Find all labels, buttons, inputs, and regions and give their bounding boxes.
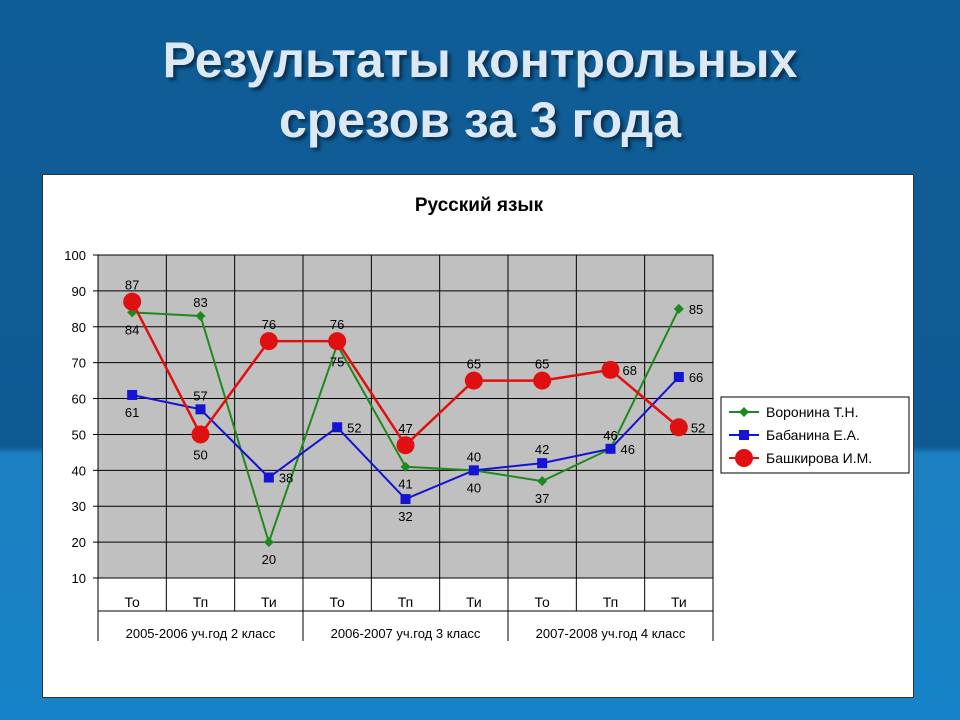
- data-point-circle: [464, 371, 483, 390]
- data-label: 42: [535, 442, 549, 457]
- y-tick-label: 70: [72, 356, 86, 371]
- x-tick-label: Ти: [671, 594, 687, 610]
- x-tick-label: То: [330, 594, 345, 610]
- data-point-square: [605, 443, 616, 454]
- x-tick-label: Тп: [603, 594, 619, 610]
- line-chart: Русский язык 10 20 30 40 50 60 70 80 90 100 То Тп Ти…: [64, 195, 910, 641]
- data-label: 84: [125, 322, 139, 337]
- data-label: 52: [691, 420, 705, 435]
- data-point-circle: [328, 332, 347, 351]
- x-tick-label: Ти: [466, 594, 482, 610]
- data-point-circle: [735, 449, 753, 467]
- data-label: 37: [535, 491, 549, 506]
- slide-title-line-1: Результаты контрольных: [162, 32, 798, 88]
- data-label: 46: [603, 428, 617, 443]
- data-label: 52: [347, 420, 361, 435]
- data-label: 40: [467, 449, 481, 464]
- data-point-circle: [601, 360, 620, 379]
- x-tick-label: Тп: [398, 594, 414, 610]
- data-point-diamond: [400, 461, 411, 472]
- group-label: 2006-2007 уч.год 3 класс: [331, 626, 481, 641]
- data-point-square: [537, 458, 548, 469]
- y-tick-label: 50: [72, 427, 86, 442]
- data-point-square: [739, 430, 749, 440]
- data-label: 50: [193, 447, 207, 462]
- data-label: 87: [125, 278, 139, 293]
- data-label: 57: [193, 388, 207, 403]
- data-point-square: [673, 372, 684, 383]
- y-tick-label: 30: [72, 499, 86, 514]
- data-point-square: [468, 465, 479, 476]
- data-point-square: [263, 472, 274, 483]
- y-tick-label: 60: [72, 392, 86, 407]
- y-tick-label: 100: [64, 248, 86, 263]
- y-tick-label: 90: [72, 284, 86, 299]
- y-tick-label: 20: [72, 535, 86, 550]
- data-point-diamond: [673, 303, 684, 314]
- slide-title: Результаты контрольных срезов за 3 года: [0, 30, 960, 150]
- data-point-diamond: [263, 537, 274, 548]
- data-point-circle: [396, 436, 415, 455]
- chart-title: Русский язык: [415, 195, 544, 216]
- x-tick-label: То: [125, 594, 140, 610]
- data-point-diamond: [537, 476, 548, 487]
- x-tick-label: Тп: [193, 594, 209, 610]
- data-point-circle: [669, 418, 688, 437]
- plot-area: [97, 254, 714, 579]
- x-tick-label: То: [535, 594, 550, 610]
- data-point-diamond: [739, 407, 749, 417]
- legend-entry: Воронина Т.Н.: [766, 404, 859, 420]
- data-label: 41: [398, 477, 412, 492]
- chart-frame: Русский язык 10 20 30 40 50 60 70 80 90 100 То Тп Ти…: [42, 174, 914, 698]
- data-label: 66: [689, 370, 703, 385]
- data-point-square: [195, 404, 206, 415]
- data-label: 76: [262, 317, 276, 332]
- group-label: 2007-2008 уч.год 4 класс: [536, 626, 686, 641]
- data-label: 76: [330, 317, 344, 332]
- data-label: 85: [689, 302, 703, 317]
- y-tick-label: 10: [72, 571, 86, 586]
- data-label: 32: [398, 509, 412, 524]
- data-point-circle: [259, 332, 278, 351]
- data-point-circle: [123, 292, 142, 311]
- y-tick-label: 40: [72, 463, 86, 478]
- data-point-square: [332, 422, 343, 433]
- data-label: 20: [262, 552, 276, 567]
- x-tick-label: Ти: [261, 594, 277, 610]
- data-point-diamond: [195, 311, 206, 322]
- data-label: 38: [279, 471, 293, 486]
- data-label: 65: [535, 357, 549, 372]
- data-point-circle: [191, 425, 210, 444]
- slide-title-line-2: срезов за 3 года: [278, 92, 682, 148]
- data-label: 75: [330, 355, 344, 370]
- data-label: 65: [467, 357, 481, 372]
- data-label: 68: [623, 363, 637, 378]
- data-point-square: [127, 389, 138, 400]
- data-point-circle: [533, 371, 552, 390]
- data-label: 61: [125, 405, 139, 420]
- legend-entry: Бабанина Е.А.: [766, 427, 860, 443]
- group-label: 2005-2006 уч.год 2 класс: [126, 626, 276, 641]
- data-label: 47: [398, 421, 412, 436]
- data-label: 46: [621, 442, 635, 457]
- data-label: 83: [193, 295, 207, 310]
- y-tick-label: 80: [72, 320, 86, 335]
- data-label: 40: [467, 480, 481, 495]
- data-point-square: [400, 494, 411, 505]
- legend-entry: Башкирова И.М.: [766, 450, 872, 466]
